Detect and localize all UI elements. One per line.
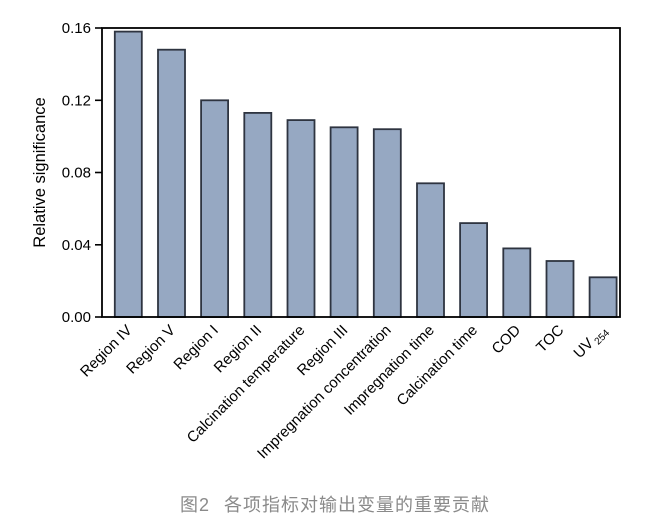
figure-caption-number: 图2 bbox=[179, 495, 210, 515]
bar bbox=[243, 112, 273, 318]
y-tick-label: 0.00 bbox=[62, 309, 91, 326]
bar bbox=[113, 30, 143, 318]
figure-caption-text: 各项指标对输出变量的重要贡献 bbox=[224, 495, 490, 515]
y-axis-title: Relative significance bbox=[31, 97, 49, 247]
bar bbox=[200, 99, 230, 319]
bar bbox=[588, 276, 618, 318]
bar bbox=[416, 182, 445, 318]
y-tick-label: 0.08 bbox=[62, 165, 91, 182]
y-tick-label: 0.12 bbox=[62, 93, 91, 110]
bar bbox=[157, 48, 186, 318]
figure-caption: 图2 各项指标对输出变量的重要贡献 bbox=[0, 491, 670, 517]
bar bbox=[286, 119, 316, 318]
bar bbox=[372, 128, 402, 318]
y-tick-label: 0.04 bbox=[62, 237, 91, 254]
bar bbox=[459, 222, 489, 318]
x-tick-label: Calcination time bbox=[393, 322, 480, 409]
bar bbox=[545, 260, 575, 318]
bar bbox=[329, 126, 359, 318]
x-tick-label: TOC bbox=[533, 322, 567, 356]
bar-chart: 0.00 0.04 0.08 0.12 0.16 Relative significanc… bbox=[31, 20, 621, 462]
x-tick-label: COD bbox=[489, 322, 525, 358]
y-tick-label: 0.16 bbox=[62, 20, 91, 37]
x-tick-label: UV254 bbox=[570, 321, 612, 363]
x-tick-label: Region IV bbox=[77, 322, 136, 381]
bar bbox=[502, 247, 532, 318]
